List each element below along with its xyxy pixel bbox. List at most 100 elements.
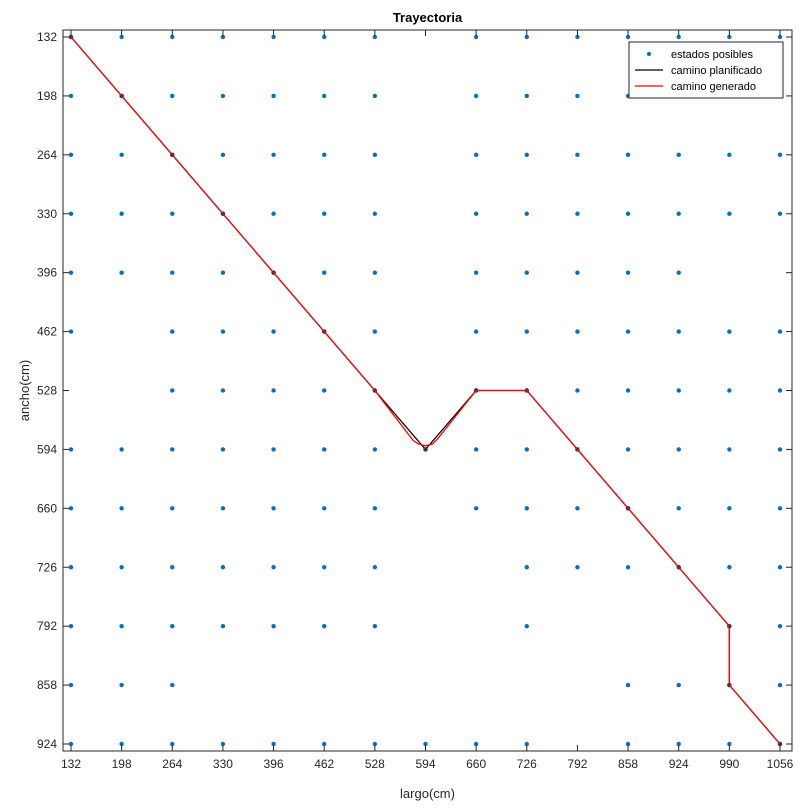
y-tick-label: 660 xyxy=(37,501,57,515)
chart-title: Trayectoria xyxy=(393,10,463,25)
state-point xyxy=(524,741,529,747)
state-point xyxy=(473,506,479,511)
state-point xyxy=(68,329,74,334)
state-point xyxy=(676,152,681,158)
y-tick-label: 462 xyxy=(37,325,57,339)
legend-entry-planned: camino planificado xyxy=(671,65,762,77)
state-point xyxy=(372,623,378,629)
state-point xyxy=(575,329,580,334)
state-point xyxy=(119,506,124,511)
state-point xyxy=(372,565,378,570)
legend-symbol-states xyxy=(647,52,651,56)
state-point xyxy=(625,152,631,158)
state-point xyxy=(524,152,529,158)
state-point xyxy=(322,565,327,570)
state-point xyxy=(170,682,175,688)
state-point xyxy=(524,93,529,99)
state-point xyxy=(524,211,529,216)
x-tick-label: 1056 xyxy=(767,757,794,771)
state-point xyxy=(676,447,681,452)
state-point xyxy=(220,506,226,511)
state-point xyxy=(727,388,732,393)
x-tick-label: 396 xyxy=(264,757,284,771)
state-point xyxy=(777,565,783,570)
state-point xyxy=(119,741,124,747)
state-point xyxy=(777,447,783,452)
state-point xyxy=(170,270,175,275)
state-point xyxy=(322,34,327,40)
state-point xyxy=(524,34,529,40)
state-point xyxy=(68,211,74,216)
state-point xyxy=(271,565,276,570)
state-point xyxy=(727,329,732,334)
state-point xyxy=(423,741,428,747)
y-tick-label: 594 xyxy=(37,442,57,456)
state-point xyxy=(625,211,631,216)
state-point xyxy=(625,329,631,334)
state-point xyxy=(322,93,327,99)
state-point xyxy=(170,565,175,570)
state-point xyxy=(372,447,378,452)
state-point xyxy=(777,388,783,393)
state-point xyxy=(170,34,175,40)
state-point xyxy=(372,152,378,158)
state-point xyxy=(777,506,783,511)
state-point xyxy=(119,623,124,629)
x-tick-label: 858 xyxy=(618,757,638,771)
legend-entry-states: estados posibles xyxy=(671,49,753,61)
state-point xyxy=(170,506,175,511)
state-point xyxy=(676,34,681,40)
x-tick-label: 132 xyxy=(61,757,81,771)
y-tick-label: 792 xyxy=(37,619,57,633)
state-point xyxy=(119,211,124,216)
x-tick-label: 462 xyxy=(314,757,334,771)
state-point xyxy=(271,388,276,393)
state-point xyxy=(271,152,276,158)
state-point xyxy=(372,93,378,99)
state-point xyxy=(119,152,124,158)
state-point xyxy=(777,623,783,629)
y-tick-label: 330 xyxy=(37,207,57,221)
state-point xyxy=(170,93,175,99)
state-point xyxy=(170,388,175,393)
state-point xyxy=(372,34,378,40)
state-point xyxy=(220,34,226,40)
state-point xyxy=(727,565,732,570)
state-point xyxy=(170,329,175,334)
state-point xyxy=(372,329,378,334)
state-point xyxy=(575,565,580,570)
state-point xyxy=(372,506,378,511)
state-point xyxy=(473,270,479,275)
state-point xyxy=(625,447,631,452)
state-point xyxy=(727,447,732,452)
planned-path-line xyxy=(70,36,781,745)
y-tick-label: 924 xyxy=(37,737,57,751)
state-point xyxy=(322,447,327,452)
planned-path-point xyxy=(423,447,428,452)
state-point xyxy=(625,682,631,688)
state-point xyxy=(676,741,681,747)
state-point xyxy=(119,447,124,452)
state-point xyxy=(575,270,580,275)
legend: estados posibles camino planificado cami… xyxy=(628,41,784,99)
state-point xyxy=(575,506,580,511)
state-point xyxy=(322,152,327,158)
state-point xyxy=(777,152,783,158)
x-tick-label: 990 xyxy=(719,757,739,771)
state-point xyxy=(676,682,681,688)
state-point xyxy=(727,506,732,511)
state-point xyxy=(473,741,479,747)
state-point xyxy=(68,270,74,275)
state-point xyxy=(220,270,226,275)
state-point xyxy=(220,388,226,393)
state-point xyxy=(322,388,327,393)
state-point xyxy=(220,329,226,334)
state-point xyxy=(625,565,631,570)
state-point xyxy=(220,565,226,570)
state-point xyxy=(777,211,783,216)
state-point xyxy=(676,329,681,334)
state-point xyxy=(727,34,732,40)
state-point xyxy=(119,565,124,570)
state-point xyxy=(676,270,681,275)
